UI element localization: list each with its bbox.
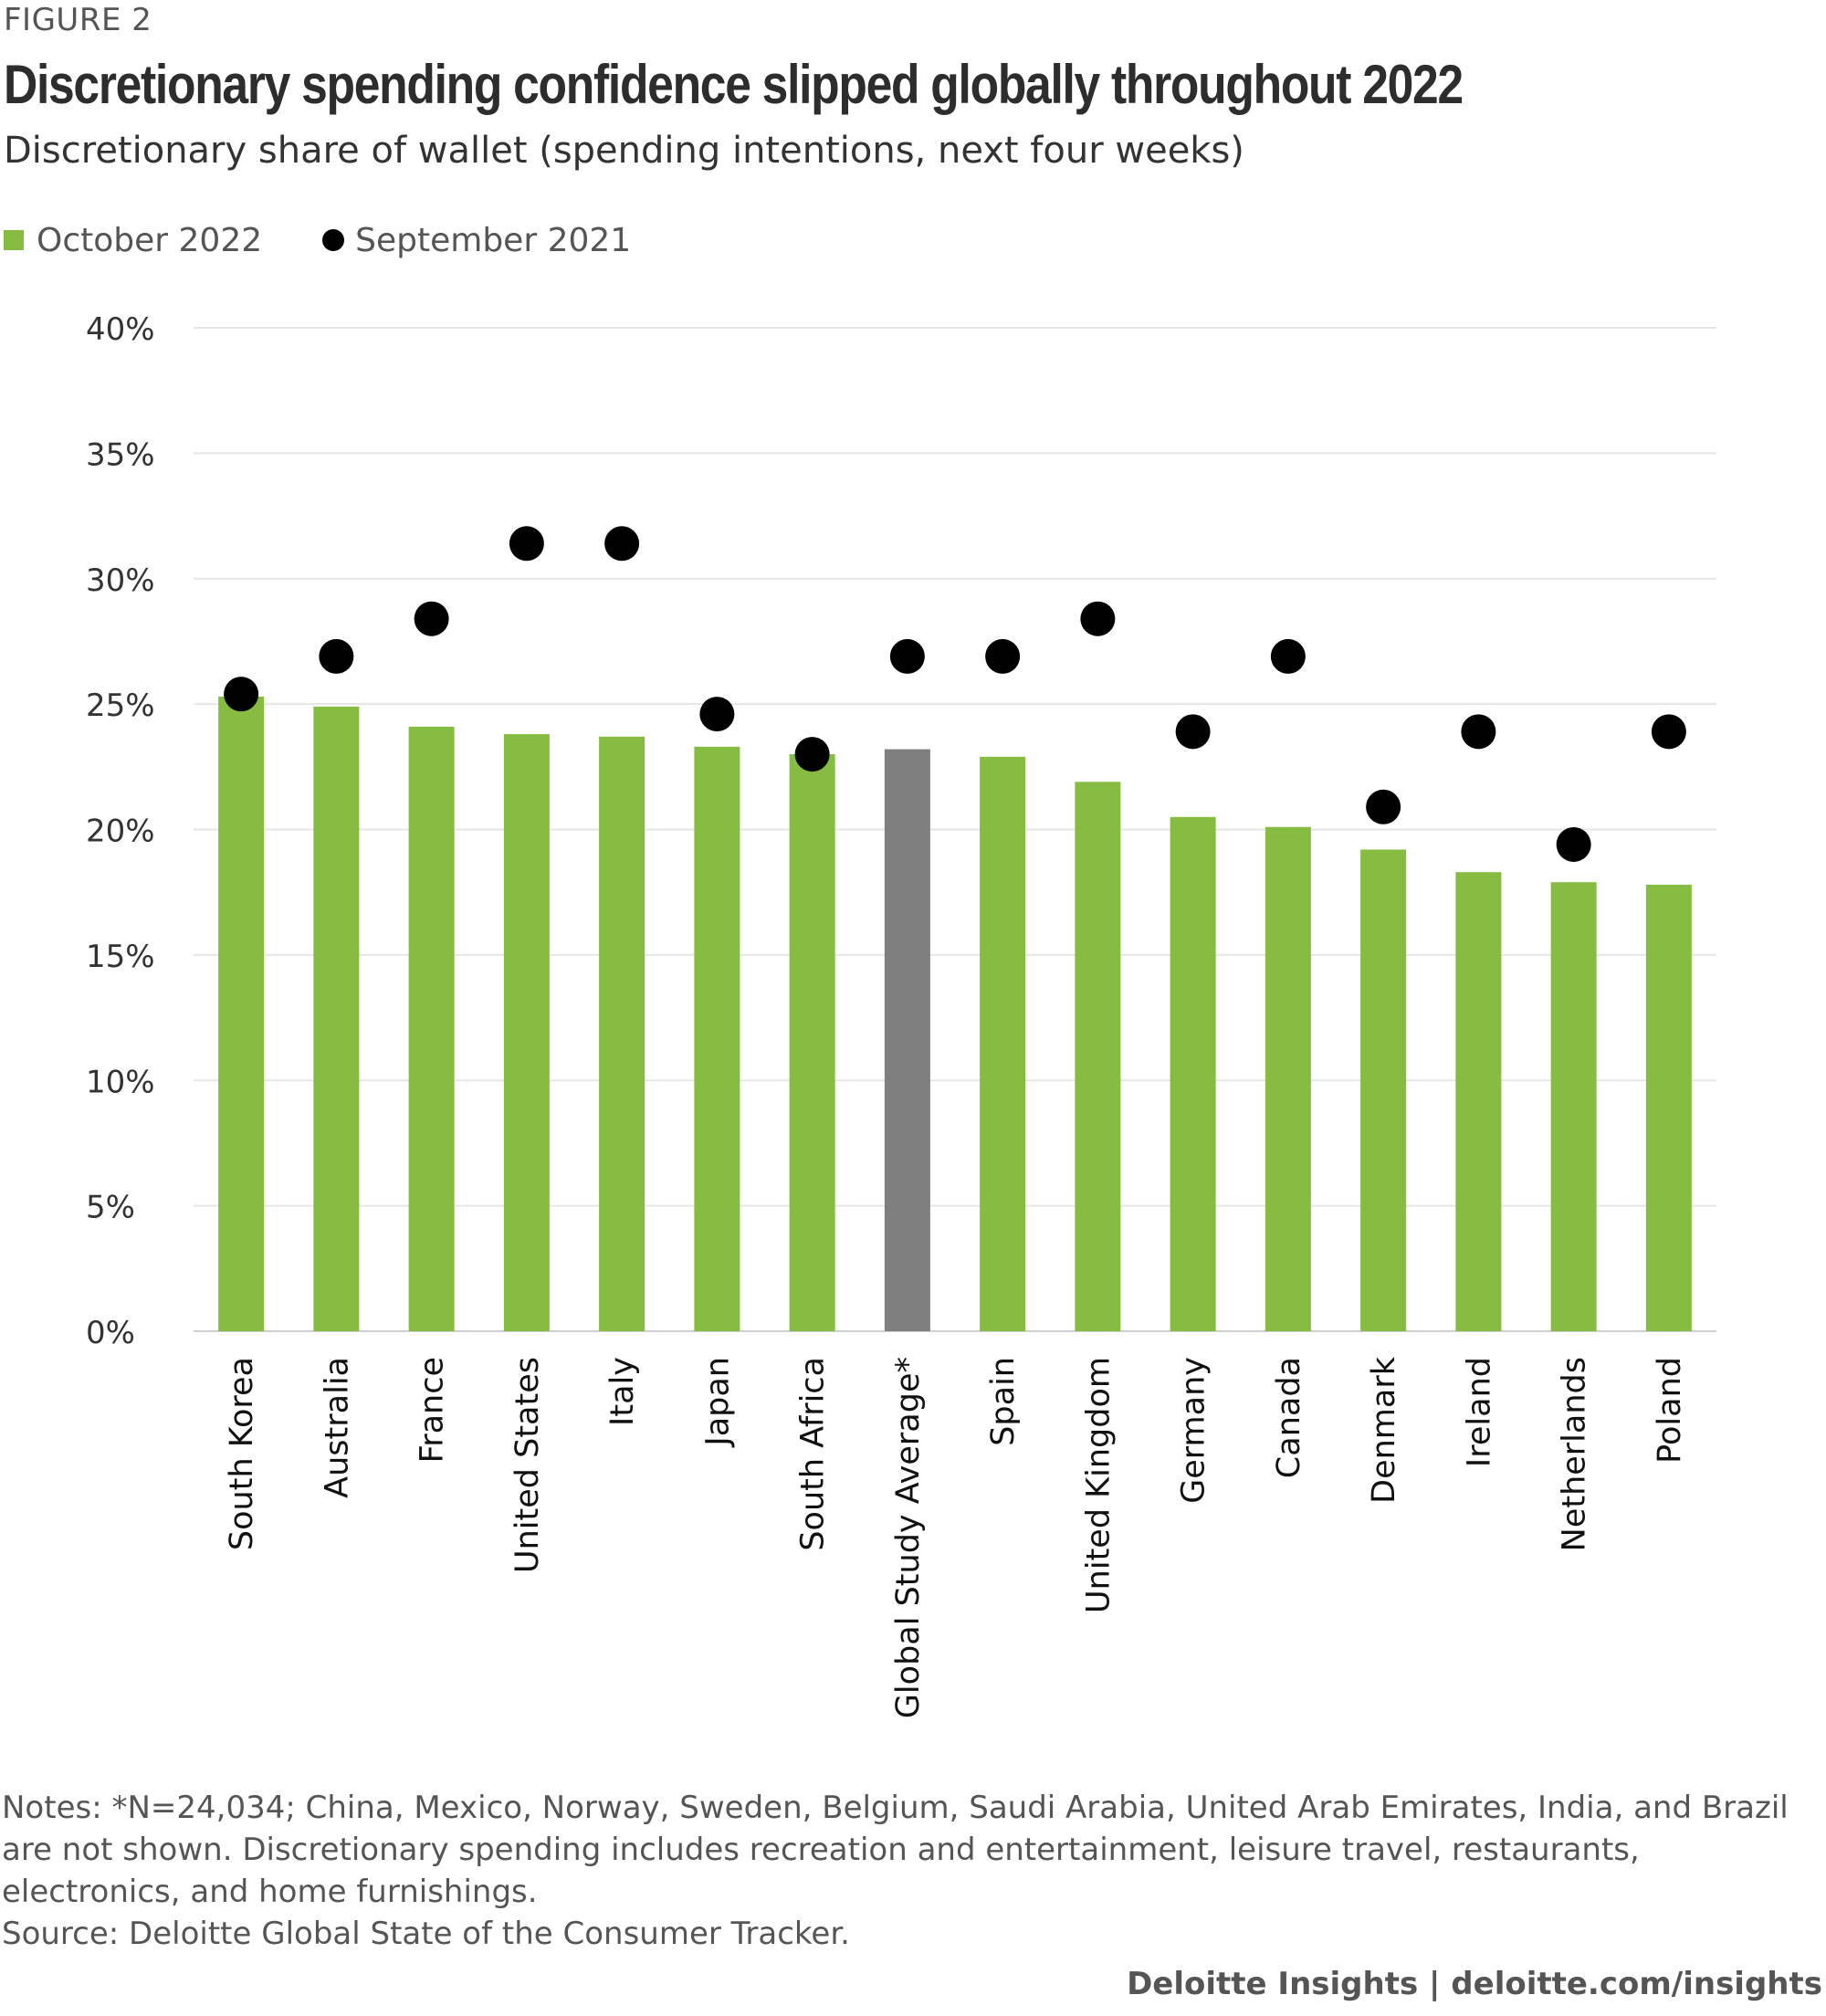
dot — [699, 697, 735, 732]
bar — [1170, 816, 1216, 1331]
dot — [414, 601, 449, 636]
x-tick-label: Spain — [985, 1357, 1022, 1446]
chart-subtitle: Discretionary share of wallet (spending … — [4, 130, 1244, 172]
legend-item-october-2022: October 2022 — [4, 222, 262, 259]
bar — [313, 706, 360, 1331]
footer-credit: Deloitte Insights | deloitte.com/insight… — [1127, 1966, 1822, 2002]
x-tick-label: South Korea — [224, 1357, 260, 1550]
legend-bar-label: October 2022 — [37, 221, 263, 259]
bar — [1455, 872, 1502, 1331]
bar — [980, 756, 1026, 1331]
x-tick-label: United Kingdom — [1080, 1357, 1117, 1613]
y-tick-label: 30% — [86, 562, 155, 599]
bars — [218, 696, 1692, 1331]
bar — [503, 734, 550, 1331]
x-axis-ticks: South Korea Australia France United States I… — [224, 1356, 1688, 1718]
dot — [1651, 714, 1686, 750]
y-tick-label: 15% — [86, 939, 155, 975]
bar — [1645, 884, 1692, 1331]
dot — [985, 638, 1021, 674]
bar — [1360, 849, 1407, 1331]
legend-dot-swatch — [322, 229, 345, 251]
legend: October 2022 September 2021 — [4, 217, 691, 263]
bar — [1550, 882, 1597, 1331]
dot — [1556, 826, 1591, 862]
notes: Notes: *N=24,034; China, Mexico, Norway,… — [2, 1787, 1819, 1955]
y-tick-label: 10% — [86, 1064, 155, 1100]
legend-bar-swatch — [4, 230, 24, 250]
dot — [509, 526, 544, 562]
notes-text: Notes: *N=24,034; China, Mexico, Norway,… — [2, 1790, 1789, 1910]
x-tick-label: Denmark — [1366, 1356, 1402, 1504]
x-tick-label: Japan — [699, 1357, 736, 1448]
x-tick-label: Netherlands — [1557, 1357, 1593, 1551]
x-tick-label: Poland — [1652, 1357, 1688, 1464]
dot — [1366, 789, 1401, 824]
y-tick-label: 5% — [86, 1190, 135, 1226]
x-tick-label: United States — [509, 1357, 546, 1573]
y-tick-label: 20% — [86, 814, 155, 850]
x-tick-label: Global Study Average* — [890, 1357, 927, 1718]
bar — [1075, 782, 1121, 1331]
bar — [599, 736, 645, 1331]
dot — [794, 737, 830, 772]
x-tick-label: Germany — [1176, 1357, 1212, 1504]
bar — [789, 754, 835, 1331]
y-axis-ticks: 0% 5% 10% 15% 20% 25% 30% 35% 40% — [86, 311, 155, 1351]
y-tick-label: 35% — [86, 436, 155, 473]
x-tick-label: Canada — [1271, 1357, 1307, 1478]
bar — [884, 749, 930, 1331]
x-tick-label: France — [415, 1357, 451, 1463]
figure-label: FIGURE 2 — [4, 2, 152, 38]
y-tick-label: 0% — [86, 1315, 135, 1351]
y-tick-label: 40% — [86, 311, 155, 348]
x-tick-label: Ireland — [1461, 1357, 1497, 1467]
x-tick-label: South Africa — [795, 1357, 832, 1551]
bar — [694, 746, 740, 1331]
dot — [1080, 601, 1116, 636]
dot — [1175, 714, 1211, 750]
source-text: Source: Deloitte Global State of the Con… — [2, 1916, 850, 1952]
bar — [218, 696, 265, 1331]
dot — [889, 638, 925, 674]
dot — [319, 638, 354, 674]
x-tick-label: Italy — [604, 1357, 641, 1426]
dot — [1461, 714, 1496, 750]
bar-chart: 0% 5% 10% 15% 20% 25% 30% 35% 40% South Korea Aus… — [86, 311, 1716, 1718]
dots — [224, 526, 1686, 862]
chart-title: Discretionary spending confidence slippe… — [4, 54, 1464, 115]
x-tick-label: Australia — [319, 1357, 355, 1498]
bar — [408, 726, 455, 1331]
y-tick-label: 25% — [86, 688, 155, 724]
legend-dot-label: September 2021 — [355, 221, 632, 259]
legend-item-september-2021: September 2021 — [322, 222, 631, 259]
dot — [1270, 638, 1306, 674]
bar — [1265, 826, 1311, 1331]
dot — [604, 526, 640, 562]
dot — [224, 677, 259, 712]
